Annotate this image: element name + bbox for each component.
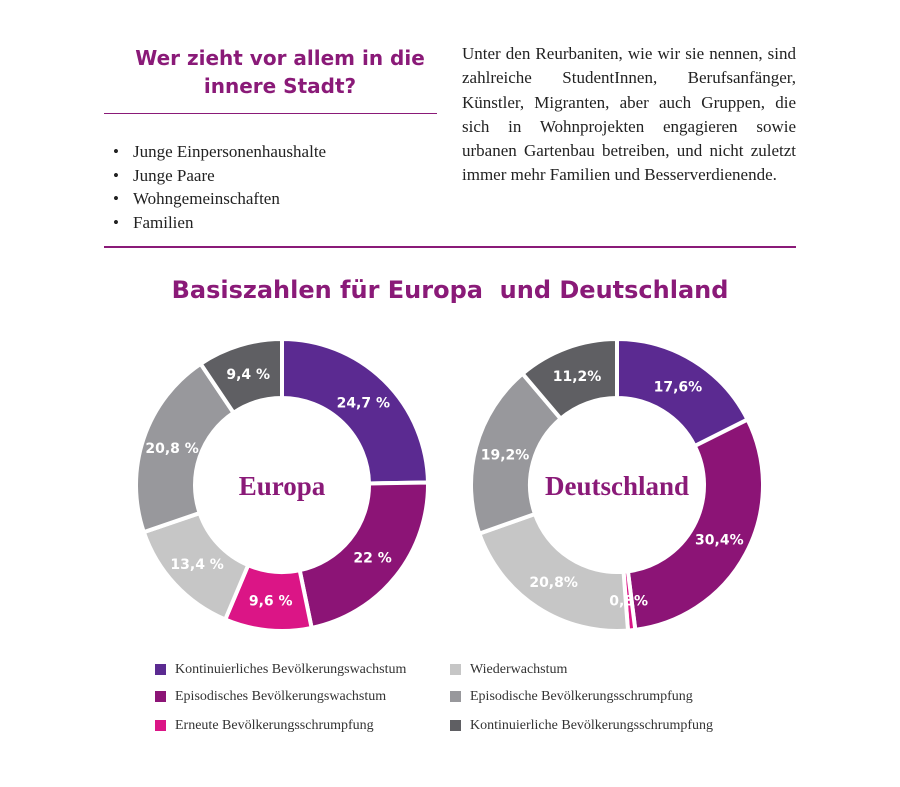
data-label-europa-episodische-bevoelkerungsschrumpfung: 20,8 % (145, 441, 198, 457)
legend-swatch (450, 691, 461, 702)
slice-deutschland-kontinuierliche-bevoelkerungsschrumpfung (520, 337, 619, 421)
donut-chart-deutschland: 17,6% 30,4% 0,8% 20,8% 19,2% 11,2% Deutschland (469, 337, 765, 633)
donut-chart-europa: 24,7 % 22 % 9,6 % 13,4 % 20,8 % 9,4 % Europa (134, 337, 430, 633)
bullet-item: Familien (112, 211, 326, 235)
donut-center-title-deutschland: Deutschland (545, 471, 689, 501)
legend-swatch (155, 664, 166, 675)
question-heading-line-2: innere Stadt? (203, 74, 357, 98)
legend-label: Episodisches Bevölkerungswachstum (175, 689, 387, 704)
data-label-europa-erneute-bevoelkerungsschrumpfung: 9,6 % (249, 593, 293, 609)
bullet-item: Junge Einpersonenhaushalte (112, 140, 326, 164)
data-label-deutschland-erneute-bevoelkerungsschrumpfung: 0,8% (609, 593, 648, 609)
legend-swatch (155, 691, 166, 702)
legend-label: Kontinuierliche Bevölkerungsschrumpfung (470, 718, 714, 733)
data-label-europa-wiederwachstum: 13,4 % (170, 557, 223, 573)
slice-europa-episodisches-bevoelkerungswachstum (297, 480, 430, 630)
legend-swatch (155, 720, 166, 731)
section-divider (104, 246, 796, 248)
question-heading: Wer zieht vor allem in die innere Stadt? (110, 44, 450, 100)
slice-europa-kontinuierliches-bevoelkerungswachstum (280, 337, 430, 486)
section-title: Basiszahlen für Europa und Deutschland (171, 276, 729, 304)
slice-deutschland-episodisches-bevoelkerungswachstum (625, 417, 765, 632)
intro-paragraph: Unter den Reurbaniten, wie wir sie nenne… (462, 44, 796, 185)
group-bullet-list: Junge Einpersonenhaushalte Junge Paare W… (112, 140, 326, 234)
data-label-europa-kontinuierliche-bevoelkerungsschrumpfung: 9,4 % (226, 367, 270, 383)
donut-center-title-europa: Europa (239, 471, 326, 501)
data-label-europa-episodisches-bevoelkerungswachstum: 22 % (353, 550, 391, 566)
legend-swatch (450, 664, 461, 675)
data-label-deutschland-kontinuierliche-bevoelkerungsschrumpfung: 11,2% (553, 369, 602, 385)
question-divider (104, 113, 437, 114)
slice-europa-kontinuierliche-bevoelkerungsschrumpfung (198, 337, 284, 415)
data-label-deutschland-episodisches-bevoelkerungswachstum: 30,4% (695, 533, 744, 549)
legend-label: Kontinuierliches Bevölkerungswachstum (175, 662, 407, 677)
bullet-item: Junge Paare (112, 164, 326, 188)
data-label-deutschland-wiederwachstum: 20,8% (529, 575, 578, 591)
bullet-item: Wohngemeinschaften (112, 187, 326, 211)
question-heading-line-1: Wer zieht vor allem in die (135, 46, 425, 70)
legend-label: Erneute Bevölkerungsschrumpfung (175, 718, 374, 733)
data-label-europa-kontinuierliches-bevoelkerungswachstum: 24,7 % (337, 395, 390, 411)
legend-swatch (450, 720, 461, 731)
legend-label: Wiederwachstum (470, 662, 568, 677)
donut-charts: 24,7 % 22 % 9,6 % 13,4 % 20,8 % 9,4 % Europa 1… (134, 337, 765, 633)
data-label-deutschland-episodische-bevoelkerungsschrumpfung: 19,2% (481, 448, 530, 464)
data-label-deutschland-kontinuierliches-bevoelkerungswachstum: 17,6% (654, 379, 703, 395)
legend-label: Episodische Bevölkerungsschrumpfung (470, 689, 693, 704)
slice-deutschland-wiederwachstum (477, 511, 630, 633)
